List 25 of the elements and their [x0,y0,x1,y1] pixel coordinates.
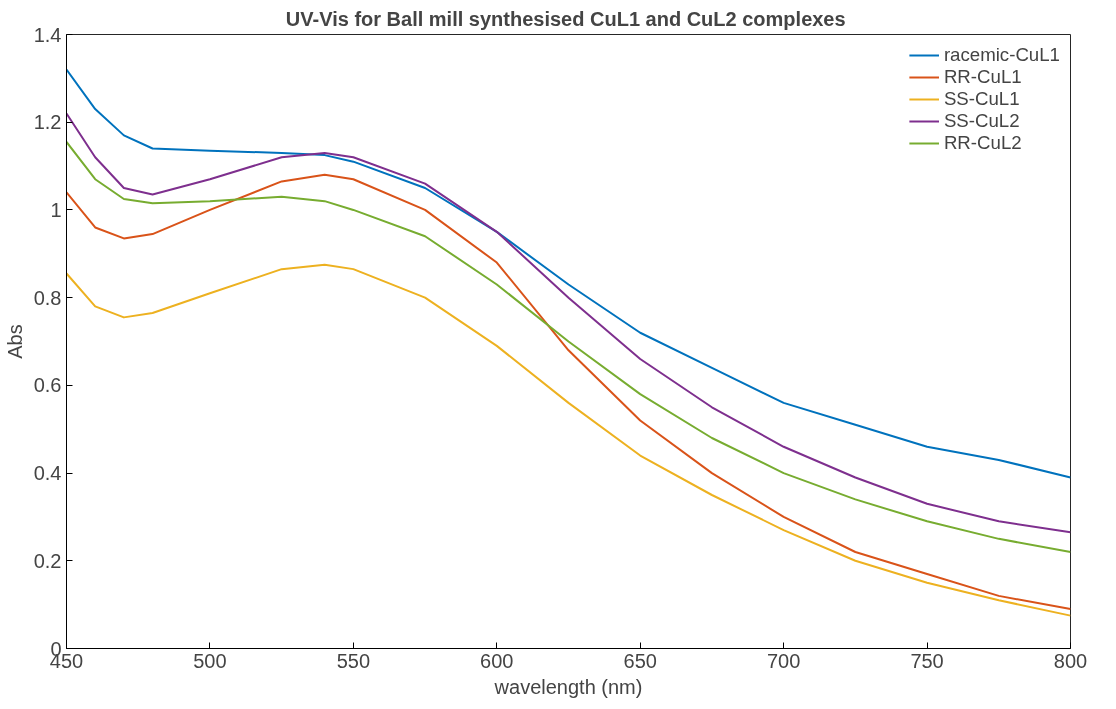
y-tick-label: 0.4 [33,462,62,485]
legend-label: SS-CuL2 [943,110,1020,132]
y-tick-label: 1.2 [33,111,62,134]
x-axis-title: wavelength (nm) [493,675,643,698]
chart-title: UV-Vis for Ball mill synthesised CuL1 and CuL2 complexes [285,7,846,30]
x-tick-label: 700 [766,649,801,672]
y-tick-label: 0.8 [33,286,62,309]
legend-label: RR-CuL1 [943,66,1022,88]
y-tick-label: 0.6 [33,374,62,397]
y-axis-title: Abs [3,324,26,359]
line-series [66,263,1071,617]
x-tick-label: 800 [1053,649,1088,672]
x-tick-label: 600 [480,649,514,672]
y-tick-label: 0.2 [33,549,62,572]
x-tick-label: 750 [910,649,944,672]
legend-label: SS-CuL1 [943,88,1020,110]
line-series [66,173,1071,611]
x-tick-label: 500 [193,649,227,672]
legend-label: racemic-CuL1 [943,44,1060,66]
legend-label: RR-CuL2 [943,132,1022,154]
line-series [66,68,1071,479]
x-tick-label: 550 [336,649,371,672]
x-tick-label: 650 [623,649,657,672]
y-tick-label: 1 [50,198,62,221]
y-tick-label: 1.4 [33,23,62,46]
